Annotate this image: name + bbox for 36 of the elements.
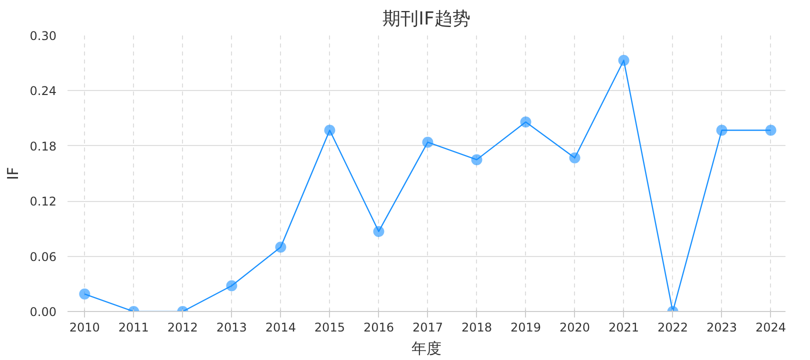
y-tick-label: 0.12 bbox=[30, 194, 56, 209]
y-axis-title: IF bbox=[4, 166, 22, 180]
y-tick-label: 0.24 bbox=[30, 84, 56, 98]
x-tick-label: 2010 bbox=[69, 320, 100, 334]
chart-title: 期刊IF趋势 bbox=[382, 8, 470, 30]
x-tick-label: 2017 bbox=[412, 320, 444, 334]
x-tick-label: 2015 bbox=[314, 320, 345, 334]
point bbox=[226, 280, 238, 292]
point bbox=[716, 124, 728, 136]
x-tick-label: 2016 bbox=[363, 320, 394, 334]
point bbox=[471, 154, 482, 166]
point bbox=[569, 152, 580, 164]
x-tick-label: 2012 bbox=[167, 320, 198, 334]
point bbox=[422, 136, 434, 148]
x-tick-label: 2013 bbox=[216, 320, 247, 334]
x-tick-label: 2023 bbox=[706, 320, 738, 334]
y-tick-label: 0.00 bbox=[30, 305, 56, 319]
y-tick-label: 0.06 bbox=[30, 250, 56, 264]
y-tick-label: 0.30 bbox=[30, 29, 56, 43]
x-tick-label: 2022 bbox=[658, 320, 688, 334]
x-tick-label: 2019 bbox=[510, 320, 542, 334]
point bbox=[79, 288, 90, 300]
point bbox=[618, 54, 630, 66]
x-tick-label: 2011 bbox=[118, 320, 149, 334]
point bbox=[373, 226, 384, 237]
point bbox=[275, 242, 286, 253]
x-tick-label: 2014 bbox=[265, 320, 296, 334]
point bbox=[520, 116, 532, 128]
x-axis-title: 年度 bbox=[412, 340, 442, 358]
x-tick-label: 2018 bbox=[461, 320, 492, 334]
x-tick-label: 2021 bbox=[608, 320, 640, 334]
x-tick-label: 2024 bbox=[756, 320, 786, 334]
point bbox=[765, 124, 776, 136]
y-tick-label: 0.18 bbox=[30, 139, 56, 154]
x-tick-label: 2020 bbox=[559, 320, 590, 334]
point bbox=[324, 124, 336, 136]
